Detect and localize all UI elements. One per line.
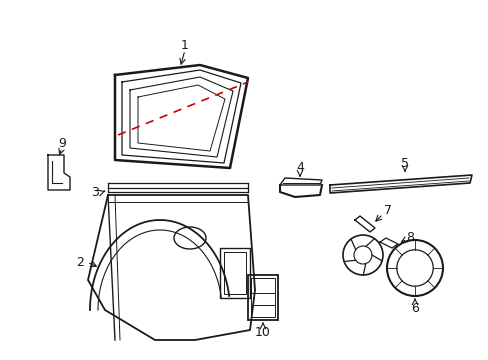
Text: 9: 9 [58,136,66,149]
Polygon shape [329,175,471,193]
Text: 1: 1 [181,39,188,51]
Text: 10: 10 [255,325,270,338]
Bar [220,248,249,298]
Bar [224,252,245,294]
Text: 4: 4 [295,161,304,174]
Text: 5: 5 [400,157,408,170]
Text: 3: 3 [91,185,99,198]
Text: 2: 2 [76,256,84,269]
Text: 7: 7 [383,203,391,216]
Text: 8: 8 [405,230,413,243]
Bar [250,278,274,317]
Bar [247,275,278,320]
Text: 6: 6 [410,302,418,315]
